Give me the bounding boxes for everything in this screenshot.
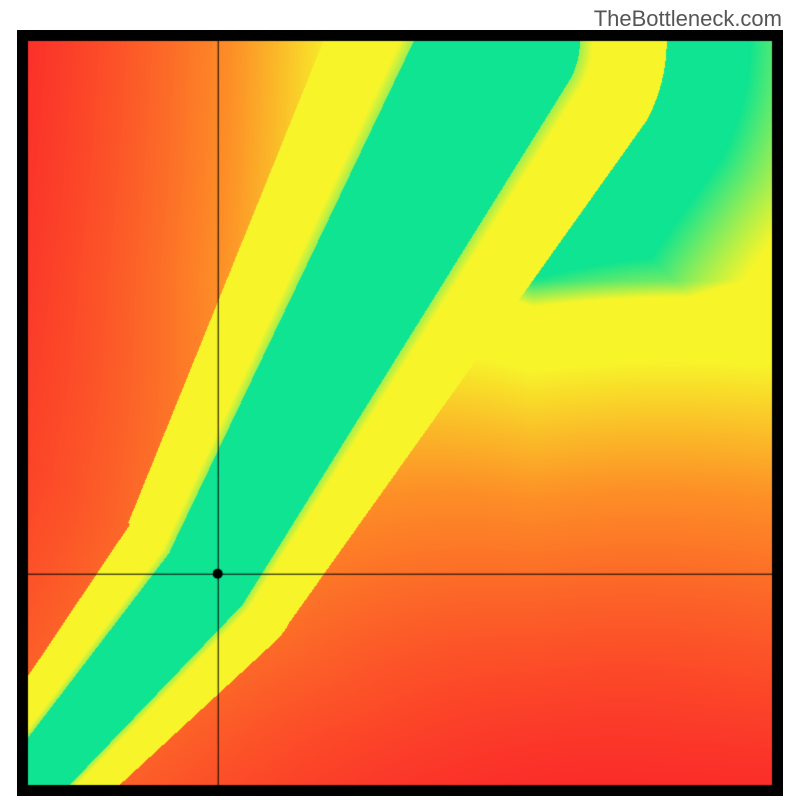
attribution-text: TheBottleneck.com (594, 6, 782, 32)
bottleneck-heatmap (17, 30, 783, 796)
chart-container: TheBottleneck.com (0, 0, 800, 800)
